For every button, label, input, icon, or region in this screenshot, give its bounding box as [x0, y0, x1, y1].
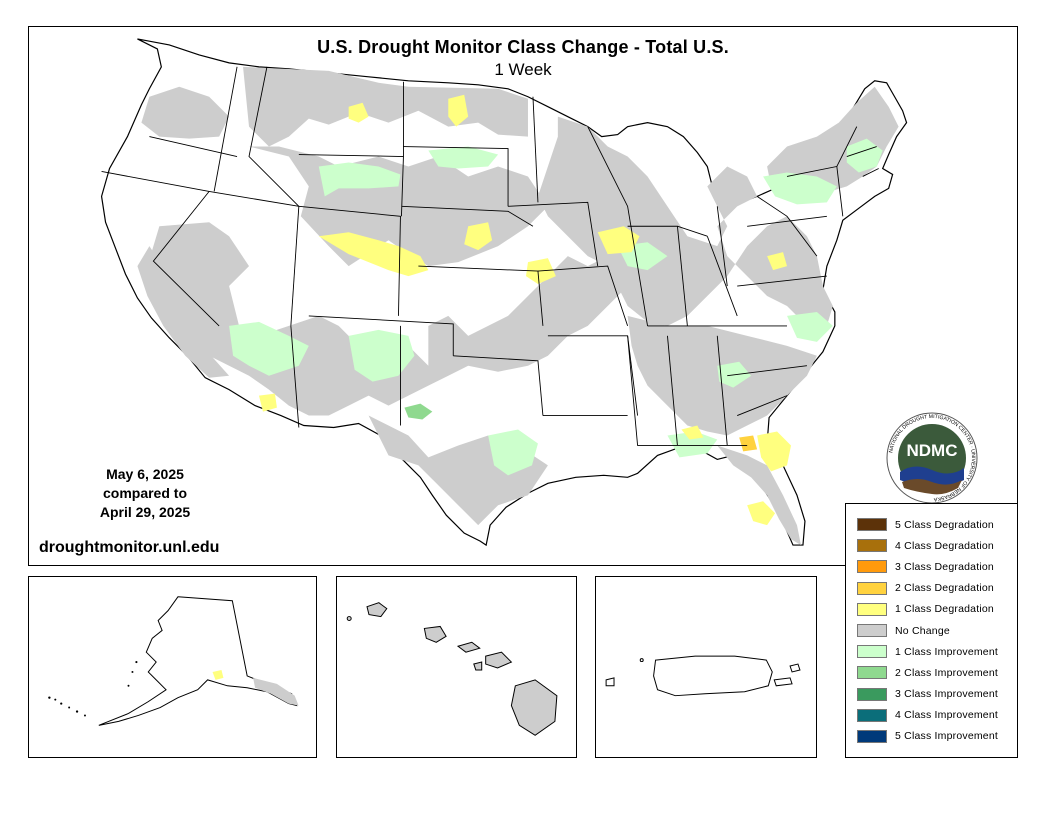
kauai [366, 602, 388, 618]
map-subtitle: 1 Week [494, 60, 552, 79]
date-compared-to: compared to [102, 485, 187, 501]
alaska-outline [98, 596, 298, 726]
map-title: U.S. Drought Monitor Class Change - Tota… [317, 37, 729, 57]
legend-label: 4 Class Degradation [895, 539, 994, 552]
big-island [510, 679, 558, 736]
niihau [346, 616, 352, 622]
lanai [473, 661, 483, 671]
legend-swatch [857, 624, 887, 638]
legend-swatch [857, 666, 887, 680]
legend-rows: 5 Class Degradation 4 Class Degradation 3 … [846, 514, 1017, 747]
aleutian-islands [48, 660, 138, 717]
alaska-inset [28, 576, 317, 758]
improvement-1-areas [229, 138, 883, 476]
legend-item: 4 Class Improvement [846, 705, 1017, 726]
legend-swatch [857, 560, 887, 574]
legend-item: 3 Class Improvement [846, 684, 1017, 705]
alaska-map [48, 596, 299, 726]
legend-label: 5 Class Improvement [895, 730, 999, 743]
alaska-degradation [212, 669, 224, 680]
ndmc-logo: NDMC NATIONAL DROUGHT MITIGATION CENTER … [886, 412, 978, 504]
legend-item: 1 Class Improvement [846, 641, 1017, 662]
maui [485, 651, 513, 669]
legend-item: 3 Class Degradation [846, 556, 1017, 577]
state-boundaries [101, 66, 879, 446]
hawaii-inset [336, 576, 577, 758]
legend-swatch [857, 729, 887, 743]
legend-label: 1 Class Improvement [895, 645, 999, 658]
legend-swatch [857, 581, 887, 595]
legend-item: 1 Class Degradation [846, 599, 1017, 620]
legend-label: No Change [895, 624, 950, 637]
legend: 5 Class Degradation 4 Class Degradation 3 … [845, 503, 1018, 758]
molokai [456, 641, 481, 653]
puerto-rico-inset [595, 576, 817, 758]
legend-swatch [857, 518, 887, 532]
legend-item: 2 Class Improvement [846, 662, 1017, 683]
conus-map [100, 38, 908, 547]
oahu [423, 625, 447, 643]
hawaii-map [346, 602, 558, 736]
puerto-rico-outline [653, 655, 773, 697]
legend-item: No Change [846, 620, 1017, 641]
degradation-2-areas [739, 435, 758, 452]
legend-label: 3 Class Improvement [895, 688, 999, 701]
improvement-2-areas [404, 403, 433, 420]
logo-text: NDMC [907, 441, 958, 460]
legend-swatch [857, 602, 887, 616]
legend-item: 2 Class Degradation [846, 578, 1017, 599]
legend-label: 2 Class Improvement [895, 666, 999, 679]
legend-label: 5 Class Degradation [895, 518, 994, 531]
legend-swatch [857, 645, 887, 659]
pr-small-islands [605, 658, 801, 687]
legend-item: 5 Class Degradation [846, 514, 1017, 535]
legend-swatch [857, 708, 887, 722]
legend-swatch [857, 539, 887, 553]
legend-item: 4 Class Degradation [846, 535, 1017, 556]
legend-label: 1 Class Degradation [895, 603, 994, 616]
legend-label: 2 Class Degradation [895, 582, 994, 595]
legend-label: 3 Class Degradation [895, 560, 994, 573]
alaska-no-change [253, 677, 299, 706]
legend-swatch [857, 687, 887, 701]
conus-map-panel: U.S. Drought Monitor Class Change - Tota… [28, 26, 1018, 566]
website-url: droughtmonitor.unl.edu [39, 539, 220, 556]
date-current: May 6, 2025 [106, 466, 184, 482]
legend-item: 5 Class Improvement [846, 726, 1017, 747]
puerto-rico-map [605, 655, 801, 697]
date-previous: April 29, 2025 [99, 504, 191, 520]
hawaii-islands [346, 602, 558, 736]
date-block: May 6, 2025 compared to April 29, 2025 [65, 465, 225, 522]
legend-label: 4 Class Improvement [895, 709, 999, 722]
